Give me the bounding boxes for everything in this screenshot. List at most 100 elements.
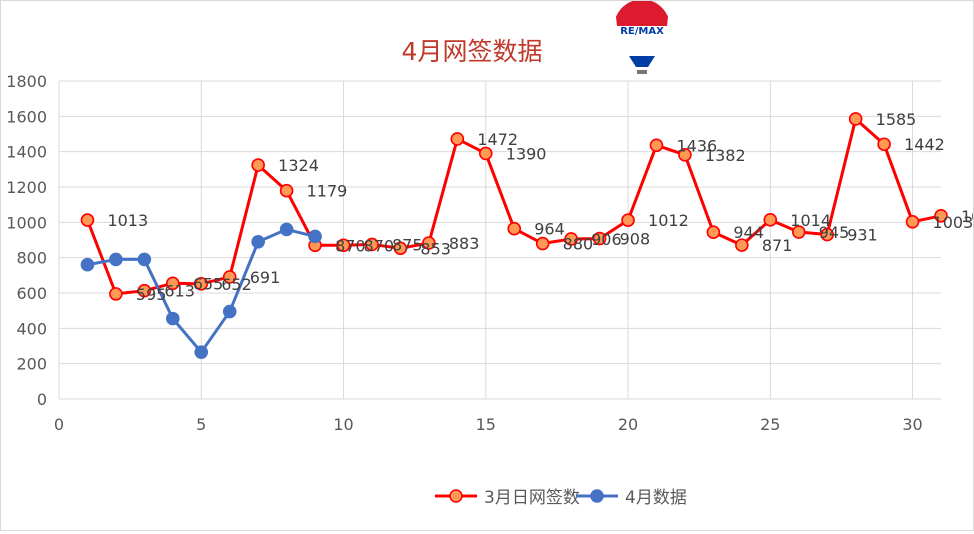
y-tick-label: 1800 — [6, 72, 47, 91]
series-1-point — [706, 225, 721, 240]
data-label: 870 — [364, 236, 395, 255]
series-1-point — [905, 215, 920, 229]
series-1-point — [678, 148, 692, 162]
legend: 3月日网签数 4月数据 — [435, 488, 687, 508]
series-1-point — [848, 112, 863, 126]
series-2-point — [222, 304, 237, 319]
x-tick-label: 30 — [902, 415, 922, 434]
series-1-point — [109, 287, 123, 301]
series-1-point — [137, 283, 152, 298]
grid-lines — [58, 80, 941, 400]
data-label: 875 — [392, 235, 423, 254]
legend-label-series-2: 4月数据 — [625, 488, 687, 508]
data-label: 1390 — [506, 144, 547, 163]
series-1-point — [649, 138, 664, 153]
series-1-point — [336, 238, 351, 253]
y-tick-label: 1400 — [6, 143, 47, 162]
chart-title: 4月网签数据 — [402, 37, 543, 66]
series-1-point — [564, 232, 578, 246]
series-1-point — [791, 225, 806, 239]
series-2-point — [251, 234, 265, 249]
series-2-point — [166, 311, 180, 326]
series-1-point — [535, 236, 550, 251]
y-tick-label: 0 — [37, 390, 47, 409]
data-label: 1003 — [933, 213, 973, 232]
data-label: 944 — [733, 223, 764, 242]
series-layer — [80, 112, 948, 359]
data-label: 613 — [164, 282, 195, 301]
series-1-point — [422, 236, 436, 250]
data-label: 853 — [420, 239, 451, 258]
series-1-point — [222, 270, 237, 284]
data-label: 1013 — [107, 211, 148, 230]
data-label: 1037 — [961, 207, 973, 226]
series-1-point — [820, 227, 834, 242]
y-tick-label: 1600 — [6, 107, 47, 126]
series-2-point — [308, 229, 322, 244]
data-label: 1436 — [676, 136, 717, 155]
data-label: 964 — [534, 220, 565, 239]
x-tick-label: 15 — [476, 415, 496, 434]
x-tick-label: 5 — [196, 415, 206, 434]
data-label: 655 — [193, 274, 224, 293]
y-tick-label: 200 — [16, 355, 47, 374]
x-tick-label: 10 — [333, 415, 353, 434]
data-label: 906 — [591, 230, 622, 249]
axes: 0 200 400 600 800 1000 1200 1400 1600 1800 0 5 10 15 2… — [6, 72, 922, 434]
series-1-point — [507, 221, 522, 236]
y-tick-label: 1200 — [6, 178, 47, 197]
series-1-point — [166, 276, 180, 291]
series-1-point — [194, 277, 209, 291]
y-tick-label: 800 — [16, 249, 47, 268]
series-1-point — [450, 132, 465, 146]
data-label: 883 — [449, 234, 480, 253]
remax-logo-text: RE/MAX — [620, 26, 664, 37]
data-labels: 1013595613655652691132411798708708758538… — [107, 110, 974, 304]
y-tick-label: 400 — [16, 319, 47, 338]
data-label: 880 — [563, 235, 594, 254]
series-2-point — [194, 345, 209, 359]
series-1-point — [393, 241, 408, 256]
data-label: 945 — [819, 223, 850, 242]
x-tick-label: 25 — [760, 415, 780, 434]
x-tick-label: 0 — [54, 415, 64, 434]
data-label: 1382 — [705, 146, 746, 165]
data-label: 1012 — [648, 211, 689, 230]
series-2-point — [137, 252, 152, 267]
series-1-point — [592, 231, 607, 246]
data-label: 595 — [136, 285, 167, 304]
x-tick-label: 20 — [618, 415, 638, 434]
series-1-point — [478, 146, 493, 161]
legend-item-series-1: 3月日网签数 — [435, 488, 580, 508]
series-2-point — [109, 252, 123, 267]
data-label: 1324 — [278, 156, 319, 175]
series-1-point — [80, 213, 95, 227]
series-1-point — [735, 238, 749, 252]
remax-logo: RE/MAX — [616, 0, 668, 74]
data-label: 871 — [762, 236, 793, 255]
data-label: 1442 — [904, 135, 945, 154]
data-label: 1179 — [307, 182, 348, 201]
data-label: 931 — [847, 226, 878, 245]
series-1-point — [251, 158, 265, 172]
legend-item-series-2: 4月数据 — [576, 488, 687, 508]
data-label: 908 — [620, 230, 651, 249]
series-1-point — [877, 137, 891, 152]
series-1-point — [934, 208, 948, 223]
series-1-point — [763, 213, 778, 227]
y-tick-label: 600 — [16, 284, 47, 303]
legend-label-series-1: 3月日网签数 — [484, 488, 580, 508]
series-1-point — [279, 183, 294, 198]
data-label: 691 — [250, 268, 281, 287]
series-2-point — [279, 222, 294, 237]
series-1-point — [365, 237, 379, 252]
data-label: 1014 — [790, 211, 831, 230]
data-label: 652 — [221, 275, 252, 294]
y-tick-label: 1000 — [6, 213, 47, 232]
data-label: 870 — [335, 236, 366, 255]
data-label: 1585 — [876, 110, 917, 129]
series-2-point — [80, 257, 95, 272]
series-1-point — [621, 213, 635, 228]
